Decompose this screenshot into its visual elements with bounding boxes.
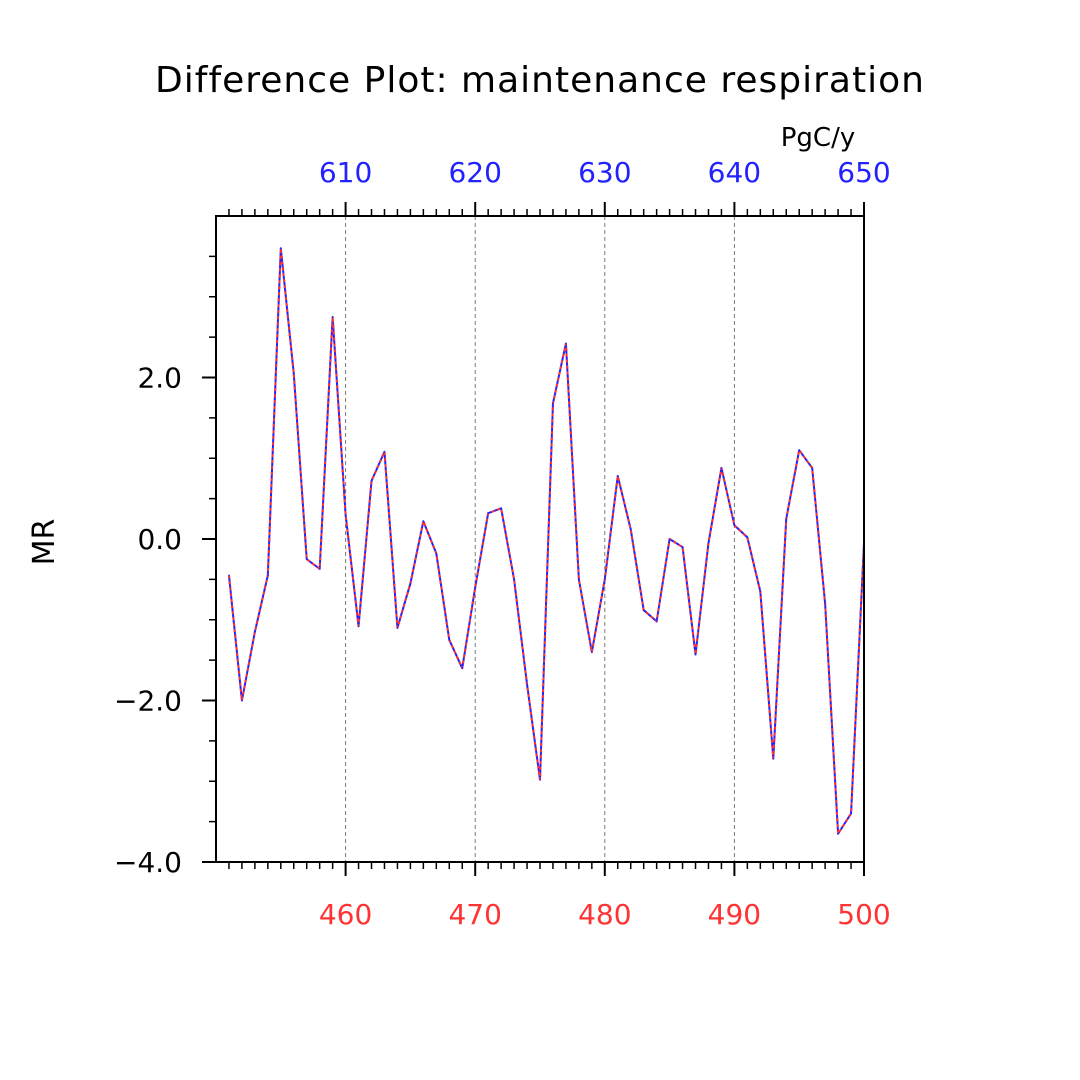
data-point bbox=[487, 512, 489, 514]
x-bottom-tick-label: 490 bbox=[708, 898, 761, 931]
data-point bbox=[474, 586, 477, 589]
axis-ticks bbox=[202, 202, 865, 876]
data-point bbox=[681, 546, 684, 548]
x-bottom-tick-label: 460 bbox=[319, 898, 372, 931]
data-point bbox=[824, 602, 826, 605]
y-tick-label: 0.0 bbox=[137, 523, 182, 556]
data-point bbox=[759, 590, 762, 593]
data-point bbox=[629, 528, 632, 531]
y-tick-label: −4.0 bbox=[114, 846, 182, 879]
x-top-tick-label: 620 bbox=[448, 156, 501, 189]
data-point bbox=[798, 449, 800, 451]
data-point bbox=[642, 609, 645, 611]
data-point bbox=[694, 653, 697, 656]
data-point bbox=[370, 480, 373, 482]
y-tick-label: −2.0 bbox=[114, 685, 182, 718]
data-point bbox=[396, 627, 399, 629]
data-point bbox=[616, 475, 619, 477]
data-point bbox=[344, 513, 347, 516]
data-point bbox=[409, 582, 412, 585]
data-point bbox=[668, 538, 671, 540]
chart-title: Difference Plot: maintenance respiration bbox=[155, 60, 925, 101]
data-point bbox=[318, 568, 321, 570]
x-bottom-tick-label: 470 bbox=[448, 898, 501, 931]
data-point bbox=[591, 651, 593, 653]
data-point bbox=[655, 620, 658, 623]
data-point bbox=[500, 507, 502, 510]
series-group bbox=[227, 247, 865, 835]
series-line bbox=[227, 247, 865, 835]
grid-lines bbox=[345, 216, 735, 862]
x-top-tick-label: 630 bbox=[578, 156, 631, 189]
data-point bbox=[785, 518, 788, 520]
data-point bbox=[267, 574, 269, 577]
x-top-tick-label: 650 bbox=[837, 156, 890, 189]
data-point bbox=[746, 536, 749, 539]
data-point bbox=[604, 578, 606, 581]
x-bottom-tick-label: 480 bbox=[578, 898, 631, 931]
y-tick-label: 2.0 bbox=[137, 362, 182, 395]
data-point bbox=[280, 247, 282, 250]
data-point bbox=[228, 574, 230, 577]
data-point bbox=[707, 542, 710, 544]
data-point bbox=[435, 552, 438, 555]
data-point bbox=[292, 372, 295, 375]
data-point bbox=[565, 342, 567, 345]
data-point bbox=[578, 578, 580, 581]
data-point bbox=[331, 316, 334, 318]
tick-labels: 460 470 480 490 500 610 620 630 640 650 2.0 0.0 −2.0… bbox=[114, 156, 891, 931]
data-point bbox=[461, 667, 464, 669]
data-point bbox=[383, 450, 386, 453]
units-label: PgC/y bbox=[781, 123, 855, 153]
data-point bbox=[357, 625, 360, 628]
x-top-tick-label: 610 bbox=[319, 156, 372, 189]
data-point bbox=[526, 683, 528, 686]
x-top-tick-label: 640 bbox=[708, 156, 761, 189]
data-point bbox=[422, 520, 425, 523]
plot-frame bbox=[215, 215, 865, 863]
data-point bbox=[241, 699, 243, 702]
data-point bbox=[552, 402, 554, 405]
data-point bbox=[513, 578, 515, 581]
data-point bbox=[448, 639, 451, 641]
data-point bbox=[539, 778, 541, 781]
data-point bbox=[733, 524, 736, 527]
data-point bbox=[772, 757, 775, 760]
data-point bbox=[254, 631, 256, 633]
data-point bbox=[720, 467, 723, 469]
data-point bbox=[850, 812, 852, 815]
x-bottom-tick-label: 500 bbox=[837, 898, 890, 931]
series-line-dashed bbox=[227, 247, 865, 835]
data-point bbox=[305, 558, 308, 560]
data-point bbox=[811, 467, 813, 469]
y-axis-label: MR bbox=[27, 519, 62, 566]
data-point bbox=[837, 832, 839, 835]
